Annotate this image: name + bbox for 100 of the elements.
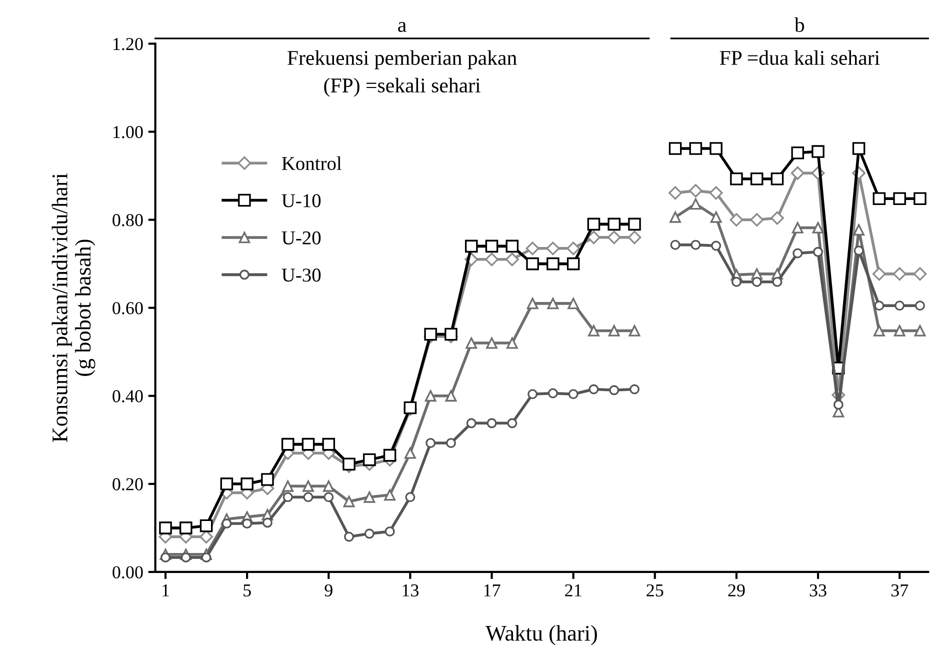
point: [383, 448, 396, 462]
legend-label: Kontrol: [282, 156, 342, 170]
point: [262, 518, 272, 528]
point: [588, 384, 599, 394]
point: [688, 184, 702, 198]
point: [426, 438, 436, 448]
point: [894, 325, 906, 336]
point: [303, 492, 314, 502]
point: [548, 388, 558, 398]
point: [322, 480, 334, 492]
point: [790, 166, 804, 180]
point: [668, 186, 682, 200]
y-tick-label: 0.60: [112, 302, 143, 314]
point: [528, 389, 538, 400]
point: [893, 192, 906, 206]
point: [547, 298, 559, 310]
point: [507, 418, 518, 428]
point: [404, 447, 416, 459]
point: [690, 240, 701, 250]
point: [546, 257, 560, 270]
point: [505, 252, 519, 266]
point: [466, 337, 478, 349]
point: [630, 384, 640, 394]
point: [424, 328, 437, 341]
annotation: Frekuensi pemberian pakan (FP) =sekali sehari: [288, 50, 517, 97]
point: [914, 300, 925, 311]
point: [872, 267, 886, 281]
x-axis-title: Waktu (hari): [486, 625, 597, 646]
point: [568, 298, 580, 310]
point: [874, 325, 885, 336]
legend-label: U-10: [282, 194, 321, 208]
point: [220, 478, 234, 490]
point: [302, 438, 315, 451]
text: b: [794, 17, 804, 32]
point: [914, 192, 926, 206]
point: [812, 145, 824, 158]
point: [689, 142, 702, 155]
point: [587, 218, 600, 231]
point: [668, 142, 682, 155]
point: [586, 230, 600, 244]
y-tick-label: 0.20: [112, 478, 143, 490]
x-tick-label: 5: [244, 584, 251, 596]
point: [364, 491, 376, 503]
point: [892, 267, 906, 281]
point: [730, 172, 743, 186]
point: [324, 492, 334, 502]
point: [670, 240, 680, 250]
point: [200, 519, 213, 532]
point: [424, 390, 436, 402]
y-tick-label: 0.00: [112, 566, 143, 578]
point: [526, 257, 539, 270]
point: [670, 211, 681, 223]
x-tick-label: 33: [810, 584, 826, 596]
point: [384, 526, 395, 536]
point: [628, 325, 640, 336]
x-tick-label: 25: [646, 584, 664, 596]
point: [363, 453, 376, 466]
point: [344, 532, 354, 542]
point: [608, 325, 620, 336]
point: [628, 218, 641, 231]
point: [566, 242, 580, 256]
point: [364, 528, 374, 539]
y-tick-label: 0.40: [112, 390, 143, 402]
point: [201, 552, 212, 562]
point: [566, 257, 580, 270]
point: [628, 230, 642, 244]
point: [711, 240, 722, 251]
annotation: FP =dua kali sehari: [720, 50, 880, 65]
point: [405, 492, 416, 502]
point: [568, 389, 578, 400]
point: [180, 522, 192, 534]
y-tick-label: 1.20: [113, 38, 143, 50]
x-tick-label: 37: [891, 584, 908, 596]
point: [770, 211, 784, 225]
point: [812, 222, 824, 234]
point: [913, 267, 927, 281]
point: [609, 385, 620, 396]
point: [486, 418, 497, 428]
point: [709, 186, 723, 200]
point: [159, 522, 172, 534]
point: [607, 230, 621, 244]
point: [322, 438, 336, 451]
point: [772, 276, 782, 287]
point: [792, 248, 803, 258]
point: [343, 496, 355, 508]
x-tick-label: 17: [484, 584, 500, 596]
point: [282, 480, 294, 492]
point: [770, 172, 784, 186]
point: [384, 489, 396, 501]
point: [731, 276, 742, 287]
point: [342, 458, 356, 470]
point: [302, 480, 314, 492]
point: [261, 473, 274, 486]
x-tick-label: 9: [324, 584, 332, 596]
point: [872, 192, 886, 206]
point: [752, 276, 762, 287]
point: [485, 240, 498, 253]
point: [282, 492, 293, 502]
point: [446, 438, 456, 448]
x-tick-label: 13: [402, 584, 419, 596]
